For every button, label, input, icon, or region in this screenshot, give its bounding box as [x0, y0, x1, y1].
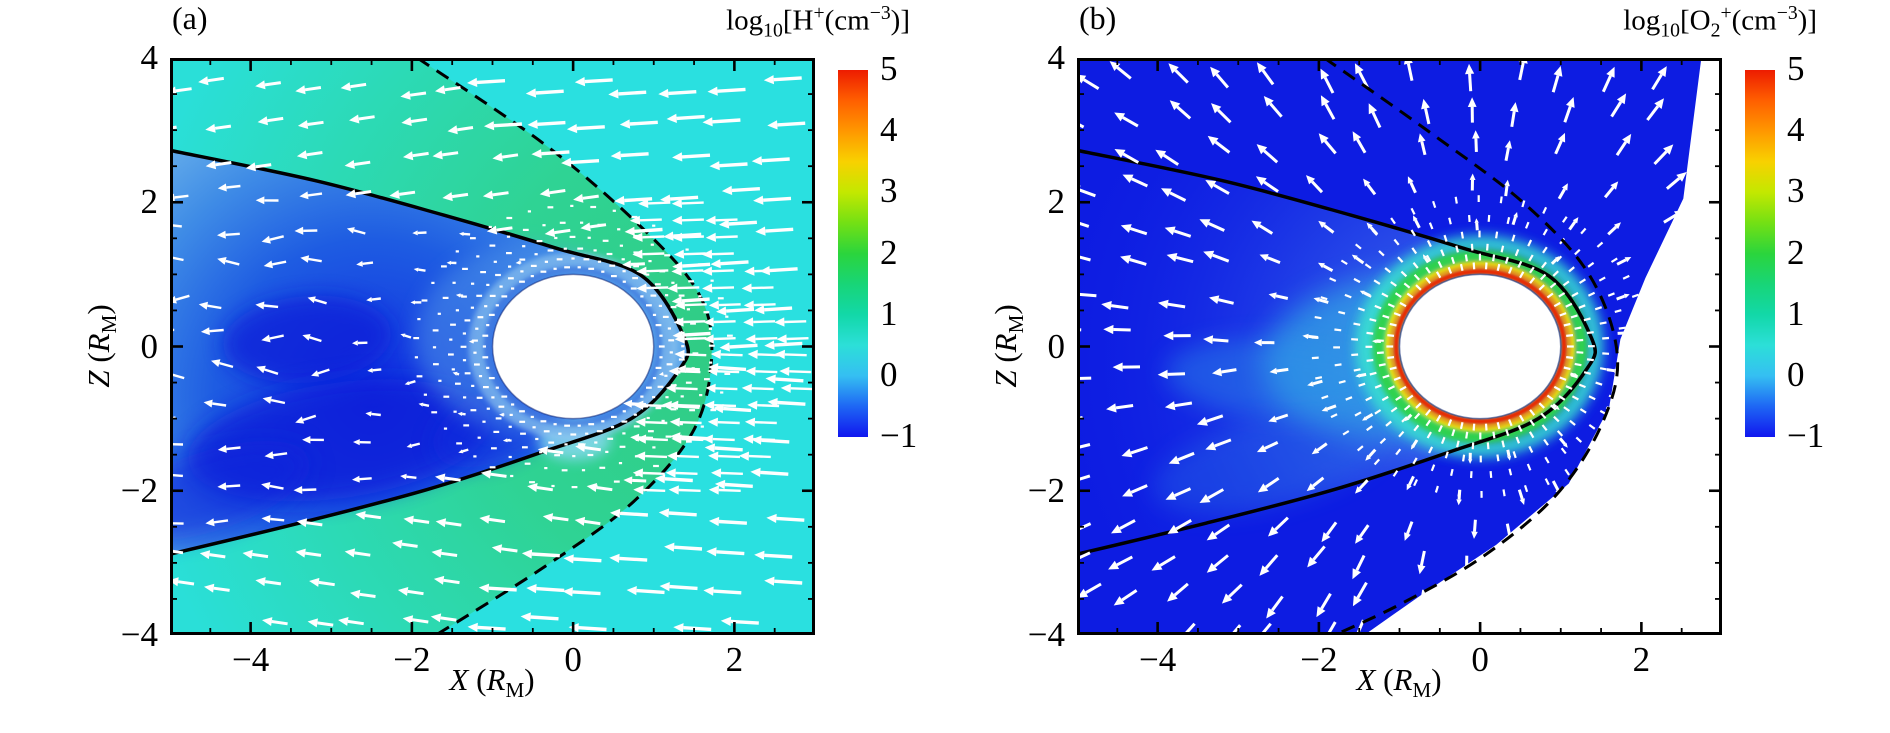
y-tick-label: 4	[1047, 38, 1066, 77]
label-fragment: X	[449, 662, 469, 697]
label-fragment: 2	[1710, 19, 1721, 42]
colorbar-tick-label: 5	[1787, 49, 1805, 88]
contour-plot-a	[170, 56, 815, 637]
label-fragment: (	[1375, 662, 1394, 697]
label-fragment: −3	[1776, 2, 1798, 24]
label-fragment: )	[1431, 662, 1442, 697]
planet-disk	[491, 273, 655, 420]
plot-area-b	[1077, 56, 1722, 637]
colorbar-tick-label: 4	[880, 110, 898, 150]
panel-a-label: (a)	[172, 0, 208, 36]
panel-b-label: (b)	[1079, 0, 1117, 36]
x-tick-label: 0	[564, 640, 582, 679]
colorbar-tick-label: 3	[1787, 171, 1805, 211]
plot-area-a	[170, 56, 815, 637]
no-data-region	[1364, 58, 1722, 635]
label-fragment: log	[726, 4, 764, 37]
label-fragment: (	[468, 662, 487, 697]
label-fragment: )	[988, 304, 1023, 315]
x-tick-label: −2	[393, 640, 431, 679]
colorbar-tick-label: −1	[1787, 416, 1825, 455]
colorbar-a	[838, 70, 868, 437]
x-tick-label: 2	[1632, 640, 1651, 679]
label-fragment: [O	[1680, 4, 1711, 37]
x-tick-label: 0	[1471, 640, 1489, 679]
y-tick-label: −2	[120, 470, 158, 510]
label-fragment: )	[524, 662, 535, 697]
label-fragment: )	[81, 304, 116, 315]
y-tick-label: −4	[120, 615, 158, 654]
panel-a: (a) log10[H+(cm−3)] X (RM) Z (RM) −4 −2 0 2…	[81, 0, 918, 703]
label-fragment: )]	[890, 4, 910, 37]
panel-b: (b) log10[O2+(cm−3)] X (RM) Z (RM) −4 −2 0…	[907, 0, 1857, 733]
x-axis-title-b: X (RM)	[1249, 662, 1549, 703]
label-fragment: M	[505, 678, 525, 703]
x-tick-label: −2	[1300, 640, 1338, 679]
y-tick-label: −4	[1027, 615, 1065, 654]
planet-disk	[1398, 273, 1562, 420]
label-fragment: )]	[1797, 4, 1817, 37]
colorbar-tick-label: 2	[1787, 232, 1805, 272]
label-fragment: +	[1720, 2, 1732, 24]
label-fragment: log	[1623, 4, 1661, 37]
induced-magnetosphere-boundary-line	[1077, 148, 1598, 556]
label-fragment: [H	[782, 4, 814, 37]
contour-plot-b	[1077, 56, 1722, 637]
label-fragment: (cm	[824, 4, 870, 37]
colorbar-tick-label: 4	[1787, 110, 1805, 150]
colorbar-tick-label: 2	[880, 232, 898, 272]
y-tick-label: 0	[1047, 326, 1066, 366]
label-fragment: −3	[869, 2, 891, 24]
label-fragment: R	[486, 662, 506, 697]
y-tick-label: −2	[1027, 470, 1065, 510]
label-fragment: 10	[1660, 19, 1681, 42]
label-fragment: R	[1393, 662, 1413, 697]
axes-frame	[1077, 56, 1722, 637]
colorbar-tick-label: 1	[880, 293, 898, 333]
y-tick-label: 2	[1047, 182, 1066, 222]
y-tick-label: 0	[140, 326, 159, 366]
x-tick-label: −4	[1139, 640, 1177, 679]
colorbar-b	[1745, 70, 1775, 437]
label-fragment: Z	[988, 370, 1023, 388]
y-tick-label: 2	[140, 182, 159, 222]
label-fragment: M	[1412, 678, 1432, 703]
axes-frame	[170, 56, 815, 637]
induced-magnetosphere-boundary-line	[170, 148, 691, 556]
x-axis-title-a: X (RM)	[342, 662, 642, 703]
label-fragment: X	[1356, 662, 1376, 697]
colorbar-tick-label: 1	[1787, 293, 1805, 333]
label-fragment: (cm	[1731, 4, 1777, 37]
colorbar-tick-label: 0	[1787, 354, 1805, 394]
colorbar-title-a: log10[H+(cm−3)]	[598, 2, 910, 42]
y-tick-label: 4	[140, 38, 159, 77]
label-fragment: Z	[81, 370, 116, 388]
label-fragment: +	[813, 2, 825, 24]
x-tick-label: −4	[232, 640, 270, 679]
colorbar-title-b: log10[O2+(cm−3)]	[1505, 2, 1817, 42]
x-tick-label: 2	[725, 640, 744, 679]
bow-shock-line	[1323, 58, 1620, 635]
colorbar-tick-label: 5	[880, 49, 898, 88]
label-fragment: 10	[763, 19, 783, 42]
colorbar-tick-label: 0	[880, 354, 898, 394]
colorbar-tick-label: 3	[880, 171, 898, 211]
colorbar-tick-label: −1	[880, 416, 918, 455]
